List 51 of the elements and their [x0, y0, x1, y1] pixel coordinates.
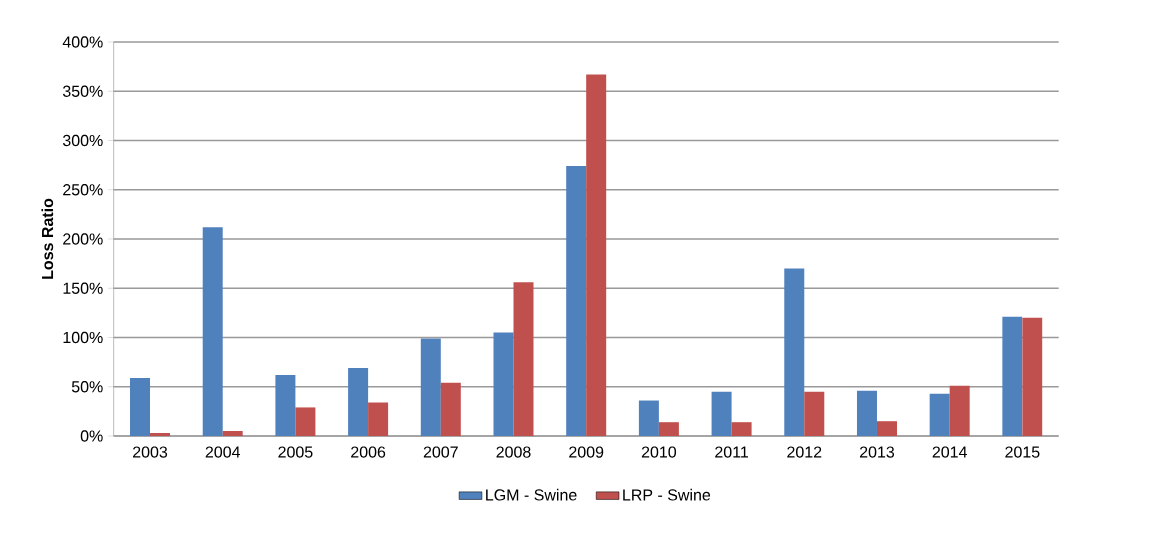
bar [493, 332, 514, 436]
bar [440, 382, 461, 436]
y-tick-label: 0% [80, 430, 103, 442]
bar [513, 282, 534, 436]
y-axis-title: Loss Ratio [41, 198, 54, 279]
x-tick-label: 2011 [715, 446, 748, 458]
bar [856, 390, 877, 436]
bar [150, 433, 171, 436]
bar [130, 377, 151, 436]
x-tick-label: 2003 [133, 446, 168, 458]
x-tick-label: 2013 [859, 446, 895, 458]
bar [804, 391, 825, 436]
x-tick-label: 2008 [496, 446, 531, 458]
bar [586, 74, 607, 436]
y-tick-label: 200% [63, 233, 103, 245]
legend-label: LGM - Swine [486, 488, 577, 501]
x-tick-label: 2006 [351, 446, 386, 458]
y-tick-label: 150% [63, 282, 103, 294]
bar [638, 400, 659, 436]
bar [784, 268, 805, 436]
bar [222, 431, 243, 436]
x-tick-label: 2005 [278, 446, 313, 458]
y-tick-label: 100% [63, 331, 103, 344]
bar [566, 166, 587, 436]
bar [275, 374, 296, 436]
y-tick-label: 350% [62, 85, 103, 97]
bar [731, 422, 752, 436]
bar [368, 402, 389, 436]
bar [348, 368, 369, 436]
y-tick-label: 50% [71, 381, 103, 393]
bar [949, 385, 970, 436]
x-tick-label: 2004 [205, 446, 241, 458]
bar [929, 393, 950, 436]
bar [711, 391, 732, 436]
x-tick-label: 2007 [423, 446, 458, 458]
bar [1022, 317, 1043, 436]
x-tick-label: 2012 [787, 446, 822, 458]
y-tick-label: 400% [62, 36, 103, 48]
bar [876, 421, 897, 436]
x-tick-label: 2014 [932, 446, 967, 458]
x-tick-label: 2015 [1005, 446, 1040, 458]
x-tick-label: 2009 [569, 446, 604, 458]
bar [420, 338, 441, 436]
legend-label: LRP - Swine [623, 488, 711, 501]
bar [1002, 316, 1023, 436]
x-tick-label: 2010 [641, 446, 677, 458]
bar [202, 227, 223, 436]
y-tick-label: 250% [63, 184, 103, 196]
bar [295, 407, 316, 436]
bar [658, 422, 679, 436]
y-tick-label: 300% [62, 134, 103, 147]
